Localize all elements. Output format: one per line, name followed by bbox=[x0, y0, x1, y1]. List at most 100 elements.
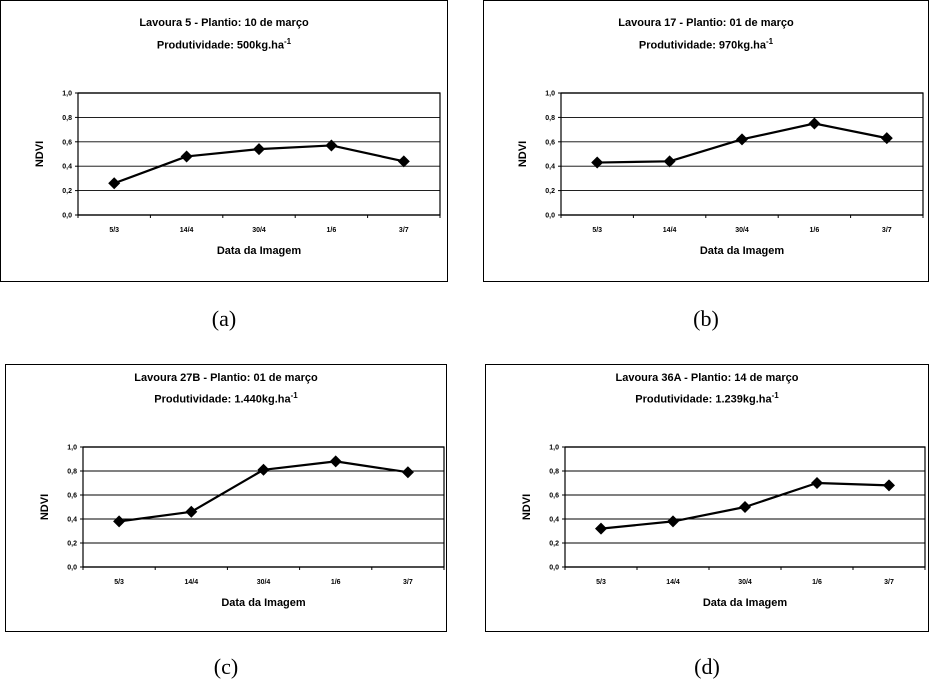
data-point-marker bbox=[883, 479, 895, 492]
x-axis-label: Data da Imagem bbox=[221, 597, 306, 609]
x-tick-label: 3/7 bbox=[884, 579, 894, 586]
chart-plot: 0,0 0,2 0,4 0,6 0,8 1,0 5/3 14/4 30/4 1/6 3/7 Data … bbox=[34, 91, 441, 257]
chart-subtitle: Produtividade: 1.239kg.ha-1 bbox=[486, 391, 928, 406]
x-tick-label: 14/4 bbox=[663, 227, 677, 234]
y-tick-label: 0,2 bbox=[545, 188, 555, 195]
y-tick-label: 0,8 bbox=[67, 469, 77, 476]
data-point-marker bbox=[325, 139, 338, 152]
y-tick-label: 0,0 bbox=[545, 213, 555, 220]
chart-caption: (c) bbox=[213, 654, 239, 679]
chart-plot: 0,0 0,2 0,4 0,6 0,8 1,0 5/3 14/4 30/4 1/6 3/7 Data … bbox=[517, 91, 924, 257]
data-point-marker bbox=[185, 505, 198, 518]
y-axis-label: NDVI bbox=[517, 141, 529, 167]
x-tick-label: 1/6 bbox=[810, 227, 820, 234]
y-tick-label: 0,6 bbox=[67, 493, 77, 500]
x-axis-label: Data da Imagem bbox=[703, 597, 788, 609]
y-tick-label: 0,2 bbox=[549, 541, 559, 548]
chart-caption: (a) bbox=[211, 306, 237, 331]
y-tick-label: 0,8 bbox=[62, 115, 72, 122]
x-tick-label: 1/6 bbox=[331, 579, 341, 586]
data-point-marker bbox=[329, 455, 342, 468]
y-tick-label: 1,0 bbox=[549, 445, 559, 452]
data-point-marker bbox=[739, 501, 751, 513]
y-tick-label: 0,2 bbox=[67, 541, 77, 548]
chart-subtitle: Produtividade: 970kg.ha-1 bbox=[484, 37, 928, 52]
data-point-marker bbox=[180, 150, 193, 163]
chart-subtitle: Produtividade: 1.440kg.ha-1 bbox=[6, 391, 446, 406]
chart-title: Lavoura 17 - Plantio: 01 de março bbox=[618, 17, 794, 29]
plot-area-frame bbox=[77, 92, 441, 216]
data-point-marker bbox=[397, 155, 410, 168]
data-point-marker bbox=[591, 156, 604, 169]
data-point-marker bbox=[736, 133, 748, 146]
data-point-marker bbox=[253, 143, 265, 156]
data-point-marker bbox=[113, 515, 126, 528]
chart-panel-d: Lavoura 36A - Plantio: 14 de março Produ… bbox=[485, 364, 931, 690]
y-tick-label: 0,0 bbox=[549, 565, 559, 572]
chart-subtitle-text: Produtividade: 970kg.ha bbox=[638, 39, 767, 52]
chart-panel-c: Lavoura 27B - Plantio: 01 de março Produ… bbox=[5, 364, 470, 690]
data-point-marker bbox=[667, 515, 679, 528]
x-tick-label: 5/3 bbox=[114, 579, 124, 586]
y-tick-label: 1,0 bbox=[67, 445, 77, 452]
y-tick-label: 0,2 bbox=[62, 188, 72, 195]
chart-plot: 0,0 0,2 0,4 0,6 0,8 1,0 5/3 14/4 30/4 1/6 3/7 Data … bbox=[39, 445, 445, 609]
x-axis-label: Data da Imagem bbox=[217, 245, 302, 257]
data-point-marker bbox=[401, 466, 414, 479]
y-tick-label: 1,0 bbox=[62, 91, 72, 98]
chart-frame-c: Lavoura 27B - Plantio: 01 de março Produ… bbox=[5, 364, 447, 632]
y-axis-label: NDVI bbox=[34, 141, 46, 167]
chart-plot: 0,0 0,2 0,4 0,6 0,8 1,0 5/3 14/4 30/4 1/6 3/7 Data … bbox=[521, 445, 926, 609]
y-tick-label: 0,8 bbox=[545, 115, 555, 122]
data-point-marker bbox=[595, 522, 607, 535]
y-tick-label: 0,4 bbox=[62, 164, 72, 171]
y-tick-label: 0,0 bbox=[67, 565, 77, 572]
chart-title: Lavoura 27B - Plantio: 01 de março bbox=[134, 372, 318, 384]
chart-title: Lavoura 36A - Plantio: 14 de março bbox=[615, 372, 799, 384]
chart-frame-d: Lavoura 36A - Plantio: 14 de março Produ… bbox=[485, 364, 929, 632]
y-tick-label: 0,0 bbox=[62, 213, 72, 220]
y-tick-label: 0,4 bbox=[67, 517, 77, 524]
x-tick-label: 1/6 bbox=[812, 579, 822, 586]
chart-caption: (d) bbox=[694, 654, 720, 679]
y-axis-label: NDVI bbox=[521, 494, 533, 520]
plot-area-frame bbox=[560, 92, 924, 216]
x-axis-label: Data da Imagem bbox=[700, 245, 785, 257]
chart-frame-a: Lavoura 5 - Plantio: 10 de março Produti… bbox=[0, 0, 448, 282]
x-tick-label: 5/3 bbox=[592, 227, 602, 234]
chart-subtitle: Produtividade: 500kg.ha-1 bbox=[1, 37, 447, 52]
chart-subtitle-superscript: -1 bbox=[766, 37, 774, 46]
x-tick-label: 5/3 bbox=[596, 579, 606, 586]
plot-area-frame bbox=[564, 446, 926, 568]
data-point-marker bbox=[257, 463, 270, 476]
x-tick-label: 14/4 bbox=[666, 579, 680, 586]
data-point-marker bbox=[880, 132, 893, 145]
y-tick-label: 0,6 bbox=[62, 139, 72, 146]
chart-caption: (b) bbox=[693, 306, 719, 331]
y-tick-label: 0,4 bbox=[549, 517, 559, 524]
y-tick-label: 1,0 bbox=[545, 91, 555, 98]
y-axis-label: NDVI bbox=[39, 494, 51, 520]
x-tick-label: 30/4 bbox=[252, 227, 266, 234]
chart-subtitle-superscript: -1 bbox=[290, 391, 298, 400]
chart-panel-b: Lavoura 17 - Plantio: 01 de março Produt… bbox=[483, 0, 931, 345]
data-point-marker bbox=[663, 155, 676, 168]
x-tick-label: 3/7 bbox=[882, 227, 892, 234]
chart-subtitle-text: Produtividade: 500kg.ha bbox=[156, 39, 285, 52]
y-tick-label: 0,6 bbox=[549, 493, 559, 500]
y-tick-label: 0,4 bbox=[545, 164, 555, 171]
chart-subtitle-text: Produtividade: 1.239kg.ha bbox=[635, 393, 772, 406]
chart-subtitle-superscript: -1 bbox=[771, 391, 779, 400]
y-tick-label: 0,8 bbox=[549, 469, 559, 476]
chart-panel-a: Lavoura 5 - Plantio: 10 de março Produti… bbox=[0, 0, 470, 345]
x-tick-label: 14/4 bbox=[184, 579, 198, 586]
x-tick-label: 30/4 bbox=[735, 227, 749, 234]
data-point-marker bbox=[808, 117, 821, 130]
x-tick-label: 1/6 bbox=[327, 227, 337, 234]
x-tick-label: 30/4 bbox=[257, 579, 271, 586]
chart-frame-b: Lavoura 17 - Plantio: 01 de março Produt… bbox=[483, 0, 929, 282]
data-point-marker bbox=[811, 477, 823, 489]
y-tick-label: 0,6 bbox=[545, 139, 555, 146]
chart-subtitle-text: Produtividade: 1.440kg.ha bbox=[154, 393, 291, 406]
x-tick-label: 3/7 bbox=[399, 227, 409, 234]
